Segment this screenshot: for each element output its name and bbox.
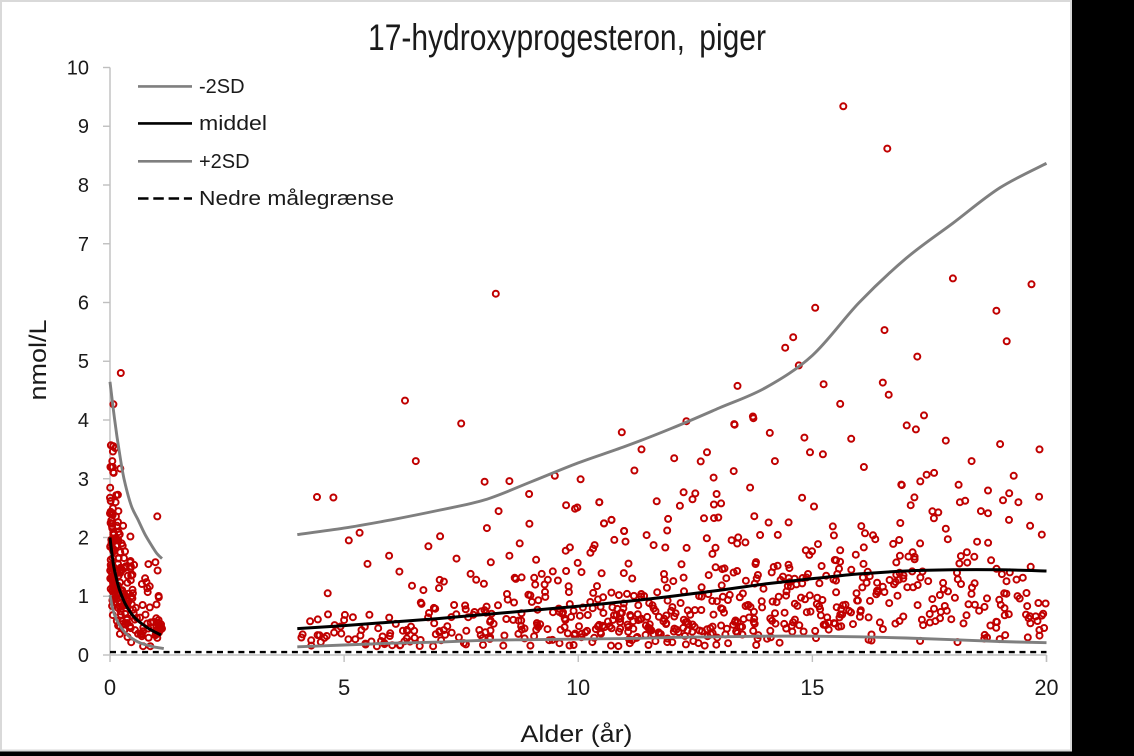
svg-text:0: 0: [78, 645, 89, 667]
svg-text:Alder (år): Alder (år): [521, 721, 633, 748]
svg-text:0: 0: [104, 675, 116, 700]
svg-text:Nedre målegrænse: Nedre målegrænse: [199, 188, 394, 210]
svg-text:9: 9: [78, 116, 89, 138]
svg-text:7: 7: [78, 234, 89, 256]
svg-text:10: 10: [566, 675, 590, 700]
svg-text:middel: middel: [199, 113, 267, 135]
svg-text:2: 2: [78, 528, 89, 550]
svg-text:+2SD: +2SD: [199, 151, 250, 173]
svg-text:5: 5: [78, 351, 89, 373]
svg-text:20: 20: [1035, 675, 1059, 700]
svg-text:nmol/L: nmol/L: [25, 320, 52, 401]
svg-text:5: 5: [338, 675, 350, 700]
svg-text:17-hydroxyprogesteron, piger: 17-hydroxyprogesteron, piger: [368, 17, 766, 58]
svg-text:15: 15: [800, 675, 824, 700]
svg-text:6: 6: [78, 293, 89, 315]
svg-text:3: 3: [78, 469, 89, 491]
svg-text:1: 1: [78, 586, 89, 608]
svg-text:8: 8: [78, 175, 89, 197]
svg-text:4: 4: [78, 410, 89, 432]
svg-text:10: 10: [67, 58, 89, 80]
svg-text:-2SD: -2SD: [199, 76, 245, 98]
